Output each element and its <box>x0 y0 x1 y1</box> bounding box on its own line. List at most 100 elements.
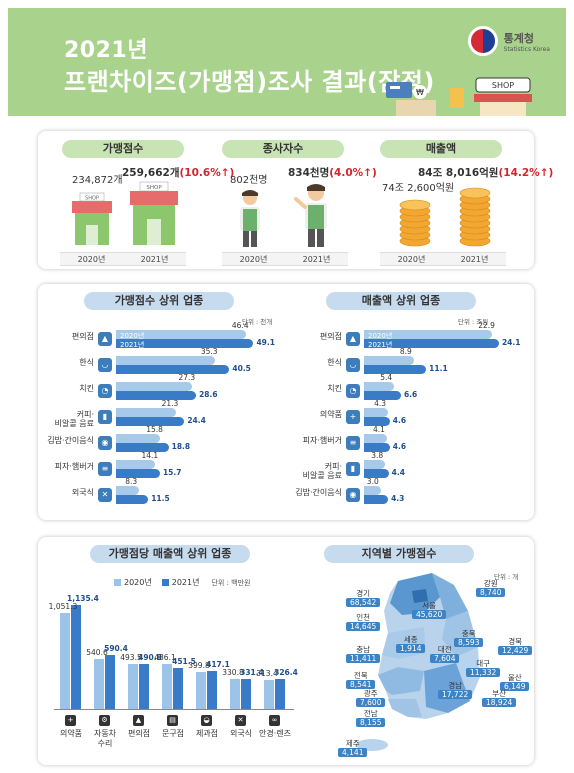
region-name: 부산 <box>492 689 507 698</box>
vbar-2020-value: 330.8 <box>222 667 244 677</box>
hbar-2021-value: 4.6 <box>392 442 407 451</box>
vbar-2021-bar <box>139 664 149 709</box>
hbar-category-label: 치킨 <box>40 384 94 393</box>
stores-2020-value: 234,872개 <box>72 175 123 186</box>
vbar-category-label: 외국식 <box>220 729 262 739</box>
hbar-2020-bar <box>116 408 176 417</box>
store-2021-shop-text: SHOP <box>146 185 162 191</box>
vbar-category-label: 안경·렌즈 <box>254 729 296 739</box>
vbar-baseline <box>54 709 294 710</box>
region-name: 경남 <box>448 681 463 690</box>
chicken-icon: ◔ <box>346 384 360 398</box>
region-name: 전북 <box>353 671 368 680</box>
sales-pill: 매출액 <box>380 140 502 158</box>
region-value: 8,541 <box>346 680 376 689</box>
stores-top-unit: 단위 : 천개 <box>242 318 273 326</box>
legend-2021-label: 2021년 <box>171 578 200 587</box>
region-경북: 경북 12,429 <box>498 637 533 655</box>
hbar-category-label: 김밥·간이음식 <box>288 488 342 497</box>
hbar-2020-bar <box>364 356 414 365</box>
region-충북: 충북 8,593 <box>454 629 484 647</box>
stores-pill: 가맹점수 <box>62 140 184 158</box>
employees-change: (4.0%↑) <box>329 167 377 179</box>
hbar-category-line: 김밥·간이음식 <box>295 488 342 497</box>
region-전남: 전남 8,155 <box>356 709 386 727</box>
region-울산: 울산 6,149 <box>500 673 530 691</box>
vbar-category-label: 자동차 수리 <box>84 729 126 749</box>
region-value: 11,411 <box>346 654 381 663</box>
bakery-icon: ◒ <box>201 715 212 726</box>
employees-year-2020: 2020년 <box>239 255 268 264</box>
hbar-category-line: 치킨 <box>79 384 94 393</box>
hbar-2020-bar <box>116 486 140 495</box>
vbar-category-line: 편의점 <box>127 729 151 738</box>
sales-year-2020: 2020년 <box>397 255 426 264</box>
header-banner: 2021년 프랜차이즈(가맹점)조사 결과(잠정) 통계청 Statistics… <box>8 8 566 116</box>
hbar-2020-bar <box>364 486 381 495</box>
vbar-category-line: 제과점 <box>195 729 219 738</box>
hbar-2021-bar <box>116 391 197 400</box>
sales-top-unit: 단위 : 조원 <box>458 318 489 326</box>
region-name: 세종 <box>403 635 418 644</box>
statistics-korea-logo: 통계청 Statistics Korea <box>467 26 550 56</box>
employees-year-2021: 2021년 <box>302 255 331 264</box>
hbar-category-label: 커피· 비알콜 음료 <box>288 462 342 480</box>
hbar-2020-bar <box>116 460 156 469</box>
stores-top-pill: 가맹점수 상위 업종 <box>84 292 234 310</box>
vbar-2021-value: 331.4 <box>240 667 264 677</box>
region-pill: 지역별 가맹점수 <box>324 545 474 563</box>
employees-year-axis: 2020년 2021년 <box>222 252 348 266</box>
region-name: 대구 <box>476 659 491 668</box>
hbar-2021-bar <box>364 365 427 374</box>
stores-2021-group: 259,662개(10.6%↑) <box>122 165 234 180</box>
vbar-2021-bar <box>275 679 285 709</box>
hbar-2021-value: 18.8 <box>171 442 191 451</box>
convenience-icon: ▲ <box>346 332 360 346</box>
hbar-category-label: 편의점 <box>288 332 342 341</box>
worker-2020-icon <box>240 190 260 247</box>
gimbap-icon: ◉ <box>98 436 112 450</box>
sales-change: (14.2%↑) <box>498 167 554 179</box>
hbar-2020-value: 14.1 <box>141 451 159 460</box>
sales-top-chart: 편의점 ▲ 22.9 24.1 2020년 2021년 한식 ◡ 8.9 11.1 치킨 ◔ 5.4 6.… <box>286 284 534 520</box>
header-title: 프랜차이즈(가맹점)조사 결과(잠정) <box>64 68 435 96</box>
korea-map-icon <box>356 573 480 751</box>
hbar-2020-value: 3.8 <box>371 451 384 460</box>
hbar-category-line: 피자·햄버거 <box>302 436 342 445</box>
stores-change: (10.6%↑) <box>179 167 235 179</box>
sales-year-2021: 2021년 <box>460 255 489 264</box>
hbar-2021-value: 4.6 <box>392 416 407 425</box>
region-name: 인천 <box>356 613 371 622</box>
region-value: 17,722 <box>438 690 473 699</box>
hbar-2020-value: 46.4 <box>231 321 249 330</box>
region-value: 6,149 <box>500 682 530 691</box>
region-unit: 단위 : 개 <box>494 573 519 581</box>
hbar-category-line: 김밥·간이음식 <box>47 436 94 445</box>
sales-year-axis: 2020년 2021년 <box>380 252 506 266</box>
hbar-2021-bar <box>116 417 185 426</box>
region-value: 8,740 <box>476 588 506 597</box>
logo-english: Statistics Korea <box>503 45 550 53</box>
region-value: 12,429 <box>498 646 533 655</box>
hbar-2021-value: 11.1 <box>429 364 448 373</box>
region-name: 충남 <box>356 645 371 654</box>
hbar-category-label: 피자·햄버거 <box>40 462 94 471</box>
hbar-2020-bar <box>364 434 387 443</box>
region-value: 68,542 <box>346 598 381 607</box>
hbar-category-line: 비알콜 음료 <box>54 419 94 428</box>
hbar-2021-value: 49.1 <box>256 338 275 347</box>
region-광주: 광주 7,600 <box>356 689 386 707</box>
vbar-2021-value: 1,135.4 <box>67 593 99 603</box>
bowl-icon: ◡ <box>98 358 112 372</box>
top-industries-panel: 가맹점수 상위 업종 매출액 상위 업종 단위 : 천개 단위 : 조원 편의점… <box>38 284 534 520</box>
hbar-category-line: 비알콜 음료 <box>302 471 342 480</box>
hbar-2021-value: 24.1 <box>501 338 521 347</box>
hbar-2021-bar <box>116 339 254 348</box>
hbar-category-label: 김밥·간이음식 <box>40 436 94 445</box>
vbar-2021-value: 451.5 <box>172 656 196 666</box>
region-name: 경기 <box>356 589 371 598</box>
convenience-icon: ▲ <box>133 715 144 726</box>
hbar-category-line: 편의점 <box>319 332 342 341</box>
region-경남: 경남 17,722 <box>438 681 473 699</box>
region-value: 1,914 <box>396 644 426 653</box>
